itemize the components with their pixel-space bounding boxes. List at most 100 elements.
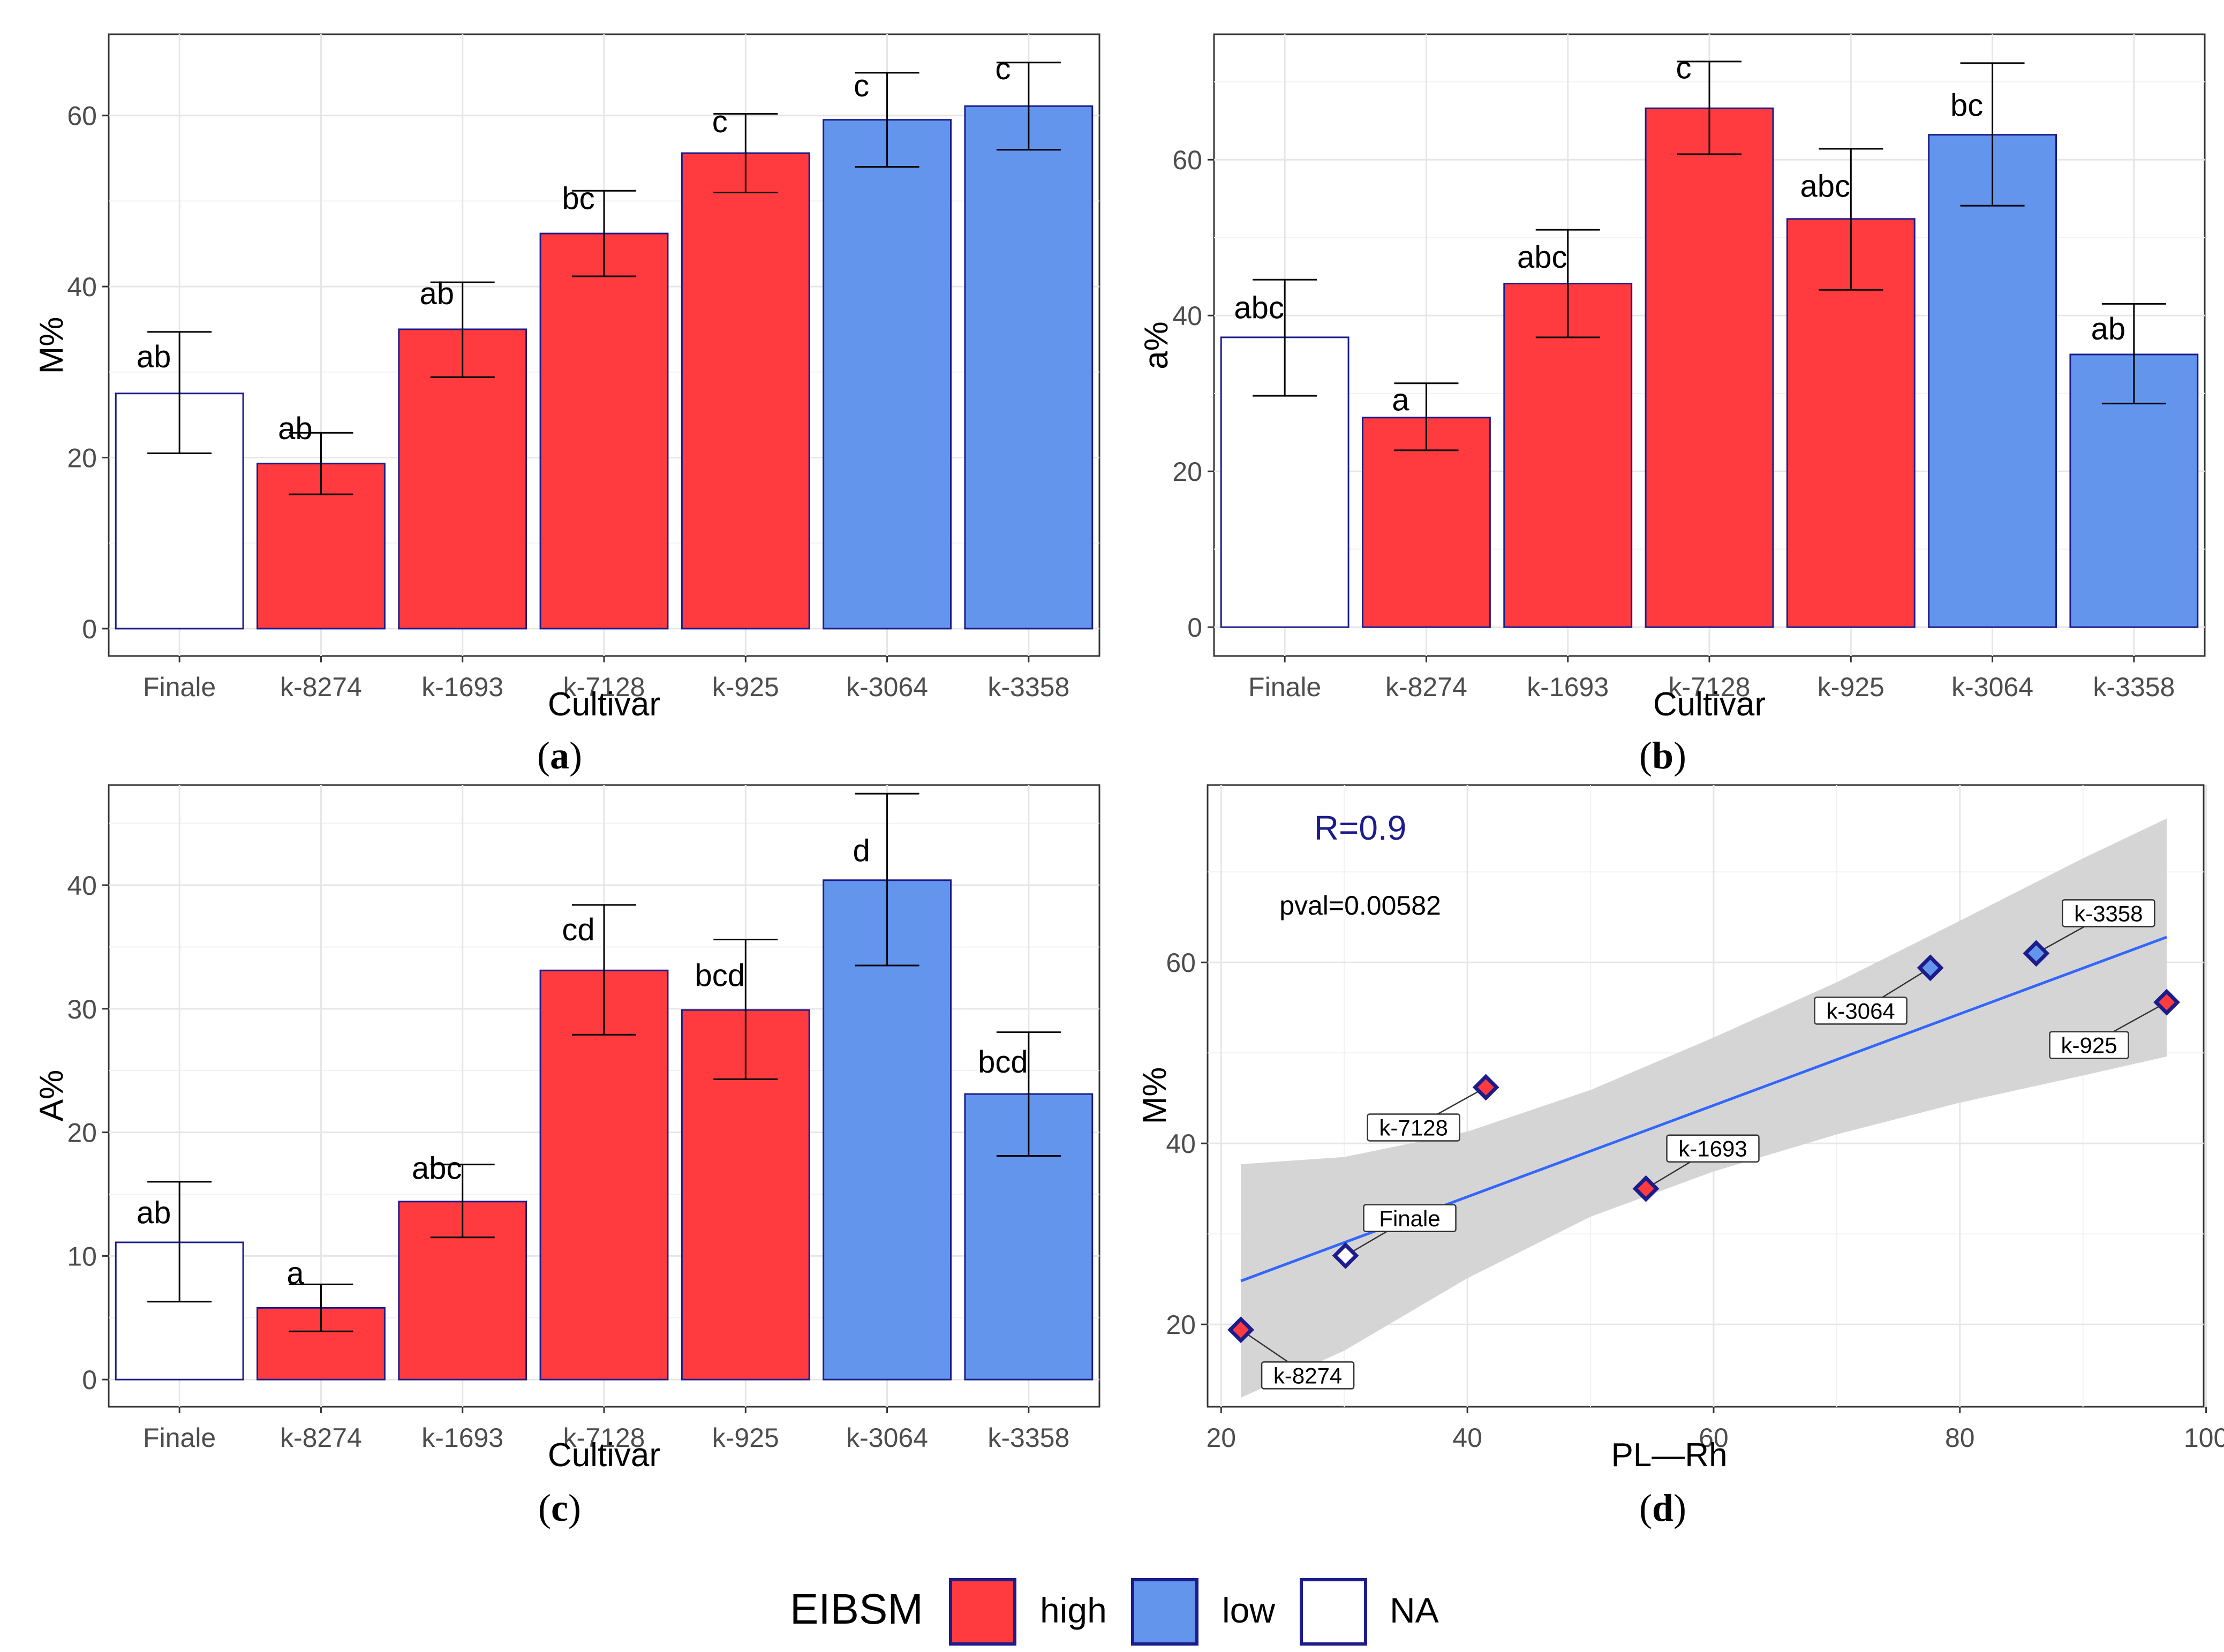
x-tick-label: 60 — [1699, 1423, 1729, 1453]
x-tick-label: k-3064 — [1951, 672, 2033, 702]
legend-key-high — [949, 1578, 1016, 1646]
x-tick-label: k-7128 — [563, 1423, 645, 1453]
y-tick-label: 60 — [1166, 948, 1196, 978]
panel-a-caption: (a) — [537, 734, 582, 777]
significance-letter: c — [854, 69, 869, 103]
panel-d-caption: (d) — [1639, 1487, 1686, 1529]
panel-d-x-axis-title: PL—Rh — [1611, 1437, 1727, 1474]
point-label-box — [1261, 1361, 1355, 1390]
x-tick-label: k-7128 — [563, 672, 645, 702]
point-label-box — [2062, 899, 2155, 927]
panel-a-bars: ab Finale ab k-8274 ab k-1693 bc k-7128 c k-925 c k… — [115, 51, 1094, 702]
x-tick-label: Finale — [143, 672, 216, 702]
bar-k-7128 — [539, 969, 669, 1381]
panel-c-y-axis-title: A% — [33, 1070, 70, 1121]
bar-k-1693 — [398, 328, 527, 630]
legend-label-low: low — [1222, 1590, 1275, 1630]
significance-letter: c — [1676, 51, 1692, 86]
legend-key-low — [1131, 1578, 1198, 1646]
y-tick-label: 20 — [1166, 1310, 1196, 1340]
y-tick-label: 40 — [1166, 1129, 1196, 1159]
significance-letter: a — [1392, 382, 1409, 417]
point-label-box — [1367, 1113, 1460, 1142]
significance-letter: a — [287, 1256, 304, 1291]
x-tick-label: k-3358 — [2093, 672, 2175, 702]
y-tick-label: 20 — [1172, 457, 1202, 487]
bar-k-3064 — [823, 119, 952, 630]
bar-k-7128 — [539, 232, 669, 630]
point-label: k-925 — [2061, 1033, 2117, 1058]
significance-letter: c — [995, 51, 1011, 86]
panel-c-x-axis-title: Cultivar — [548, 1437, 660, 1474]
panel-b-bars: abc Finale a k-8274 abc k-1693 c k-7128 abc k-925… — [1220, 51, 2199, 702]
panel-d-r-annotation: R=0.9 — [1314, 809, 1407, 847]
y-tick-label: 60 — [1172, 145, 1202, 175]
x-tick-label: 40 — [1452, 1423, 1482, 1453]
point-k-8274 — [1227, 1316, 1255, 1344]
x-tick-label: k-8274 — [280, 1423, 362, 1453]
point-k-925 — [2153, 989, 2180, 1016]
x-tick-label: Finale — [143, 1423, 216, 1453]
x-tick-label: k-1693 — [1527, 672, 1609, 702]
x-tick-label: 100 — [2184, 1423, 2224, 1453]
point-label: k-3064 — [1826, 998, 1895, 1023]
x-tick-label: k-925 — [712, 1423, 779, 1453]
significance-letter: abc — [1800, 169, 1851, 204]
y-tick-label: 30 — [67, 994, 97, 1024]
x-tick-label: k-3064 — [846, 1423, 928, 1453]
significance-letter: d — [853, 833, 870, 868]
x-tick-label: k-3358 — [987, 672, 1069, 702]
bar-k-8274 — [1362, 417, 1491, 628]
x-tick-label: k-7128 — [1669, 672, 1751, 702]
point-label: Finale — [1379, 1206, 1440, 1231]
significance-letter: cd — [562, 912, 594, 947]
panel-a-x-axis-title: Cultivar — [548, 686, 660, 723]
significance-letter: ab — [137, 340, 171, 374]
significance-letter: abc — [1517, 240, 1567, 275]
significance-letter: abc — [1234, 291, 1284, 326]
point-k-7128 — [1472, 1074, 1499, 1101]
point-k-3358 — [2023, 940, 2050, 967]
y-tick-label: 40 — [67, 272, 97, 302]
panel-a: 0 20 40 60 ab Finale ab k-8274 ab k-1693 bc k-7128… — [33, 33, 1100, 777]
legend: EIBSM high low NA — [790, 1578, 1439, 1646]
panel-a-y-axis-title: M% — [33, 317, 70, 374]
x-tick-label: k-925 — [1818, 672, 1884, 702]
point-label: k-1693 — [1678, 1136, 1747, 1161]
point-label-box — [2049, 1031, 2129, 1059]
point-label-box — [1666, 1134, 1760, 1163]
legend-key-na — [1300, 1578, 1367, 1646]
y-tick-label: 60 — [67, 101, 97, 131]
legend-label-high: high — [1040, 1590, 1107, 1630]
panel-c-bars: ab Finale a k-8274 abc k-1693 cd k-7128 bcd k-925… — [115, 793, 1094, 1453]
point-label: k-3358 — [2074, 901, 2143, 926]
panel-b-y-axis-title: a% — [1138, 321, 1175, 369]
y-tick-label: 40 — [1172, 301, 1202, 331]
legend-title: EIBSM — [790, 1585, 923, 1633]
x-tick-label: k-3358 — [987, 1423, 1069, 1453]
panel-b-caption: (b) — [1639, 734, 1686, 777]
bar-k-3064 — [1928, 134, 2057, 628]
significance-letter: bc — [562, 182, 594, 216]
panel-d-y-axis-title: M% — [1136, 1067, 1173, 1125]
y-tick-label: 0 — [1187, 613, 1202, 643]
significance-letter: ab — [2091, 312, 2126, 346]
panel-c: 0 10 20 30 40 ab Finale a k-8274 abc k-1693 cd k-71… — [33, 784, 1100, 1529]
y-tick-label: 20 — [67, 1118, 97, 1148]
panel-b: 0 20 40 60 abc Finale a k-8274 abc k-1693 c k-7128… — [1138, 33, 2206, 777]
x-tick-label: k-1693 — [421, 1423, 503, 1453]
panel-c-caption: (c) — [538, 1487, 581, 1529]
y-tick-label: 40 — [67, 871, 97, 901]
y-tick-label: 0 — [82, 1365, 97, 1395]
point-Finale — [1332, 1242, 1359, 1269]
x-tick-label: k-8274 — [280, 672, 362, 702]
significance-letter: ab — [137, 1196, 171, 1231]
significance-letter: abc — [412, 1151, 462, 1186]
significance-letter: bc — [1950, 88, 1983, 123]
y-tick-label: 0 — [82, 614, 97, 644]
point-k-3064 — [1917, 954, 1944, 982]
panel-d-grid: 20 40 60 80 100 20 40 60 — [1166, 785, 2224, 1453]
panel-d-pval-annotation: pval=0.00582 — [1279, 891, 1441, 921]
y-tick-label: 20 — [67, 443, 97, 473]
